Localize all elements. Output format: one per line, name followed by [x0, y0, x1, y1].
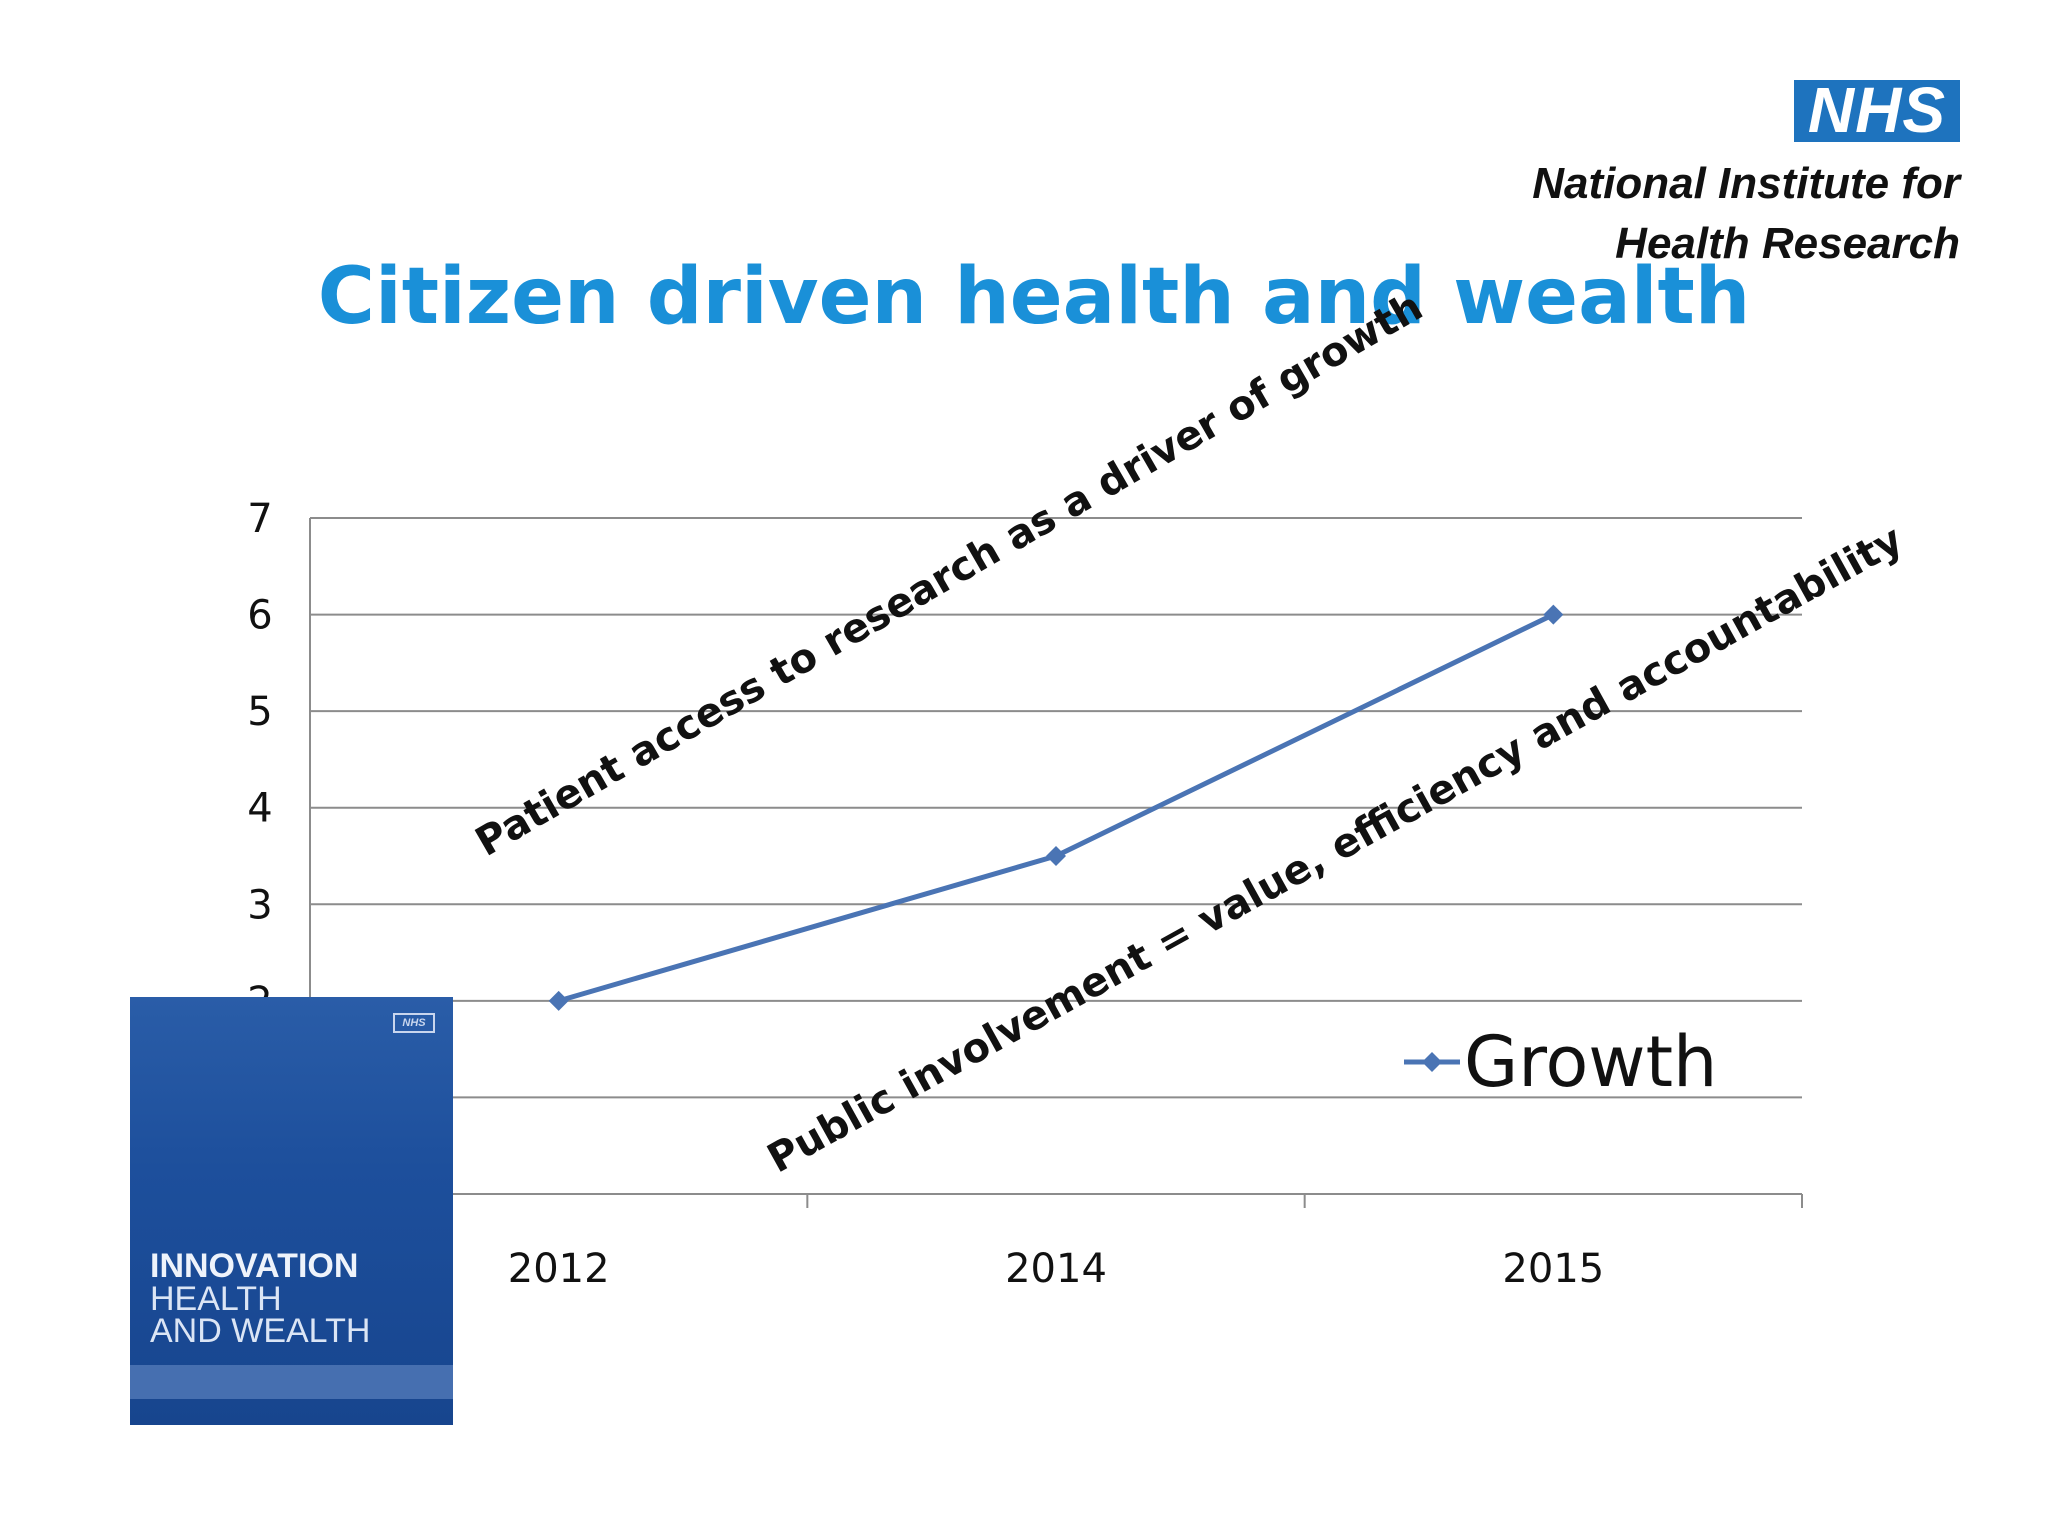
book-cover-image: NHS INNOVATION HEALTH AND WEALTH — [130, 997, 453, 1425]
cover-band — [130, 1365, 453, 1399]
slide-title: Citizen driven health and wealth — [317, 252, 1751, 342]
data-point — [1543, 604, 1564, 625]
cover-title-line3: AND WEALTH — [150, 1312, 371, 1350]
data-point — [1046, 846, 1066, 866]
org-name-line1: National Institute for — [1532, 159, 1960, 208]
y-tick-label: 3 — [247, 882, 272, 928]
cover-title-line2: HEALTH — [150, 1280, 282, 1318]
cover-title: INNOVATION HEALTH AND WEALTH — [150, 1247, 371, 1350]
org-name-line2: Health Research — [1615, 219, 1960, 268]
legend-marker — [1422, 1052, 1442, 1072]
data-point — [548, 990, 569, 1011]
y-tick-label: 4 — [247, 786, 272, 832]
y-tick-label: 7 — [247, 496, 272, 542]
y-tick-label: 6 — [247, 593, 272, 639]
x-tick-label: 2015 — [1502, 1246, 1604, 1292]
cover-title-line1: INNOVATION — [150, 1247, 359, 1285]
cover-nhs-badge: NHS — [393, 1013, 435, 1033]
x-tick-label: 2012 — [508, 1246, 610, 1292]
nhs-logo: NHS — [1793, 78, 1960, 142]
nihr-logo: NHS National Institute for Health Resear… — [1532, 78, 1960, 274]
y-tick-label: 5 — [247, 689, 272, 735]
legend-label: Growth — [1464, 1021, 1717, 1103]
x-tick-label: 2014 — [1005, 1246, 1107, 1292]
